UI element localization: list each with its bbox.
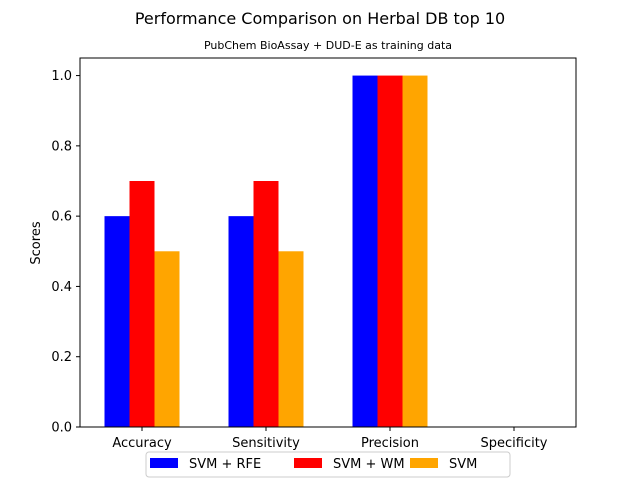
plot-area: 0.0 0.2 0.4 0.6 0.8 1.0 Accuracy Sensitivity Pre… bbox=[51, 57, 577, 451]
legend-swatch bbox=[150, 458, 178, 468]
bar bbox=[377, 75, 403, 428]
bar bbox=[104, 216, 130, 427]
y-tick-label: 0.2 bbox=[51, 350, 72, 365]
legend-swatch bbox=[410, 458, 438, 468]
bar bbox=[228, 216, 254, 427]
chart-subtitle: PubChem BioAssay + DUD-E as training dat… bbox=[204, 39, 452, 52]
legend-swatch bbox=[294, 458, 322, 468]
bar bbox=[154, 251, 180, 427]
legend-label: SVM bbox=[449, 457, 477, 472]
y-tick-label: 1.0 bbox=[51, 69, 72, 84]
x-tick-label: Accuracy bbox=[112, 436, 172, 451]
y-tick-label: 0.8 bbox=[51, 139, 72, 154]
x-tick-label: Precision bbox=[361, 436, 419, 451]
y-axis-label: Scores bbox=[29, 221, 44, 264]
chart-title: Performance Comparison on Herbal DB top … bbox=[135, 9, 505, 28]
y-tick-label: 0.6 bbox=[51, 210, 72, 225]
legend-label: SVM + WM bbox=[333, 457, 405, 472]
x-tick-label: Specificity bbox=[481, 436, 548, 451]
y-tick-label: 0.4 bbox=[51, 280, 72, 295]
bar bbox=[253, 181, 279, 427]
plot-frame bbox=[79, 57, 577, 428]
bar bbox=[352, 75, 378, 428]
legend-label: SVM + RFE bbox=[189, 457, 261, 472]
x-tick-label: Sensitivity bbox=[232, 436, 300, 451]
bar bbox=[402, 75, 428, 428]
bar bbox=[129, 181, 155, 427]
y-tick-label: 0.0 bbox=[51, 421, 72, 436]
legend: SVM + RFE SVM + WM SVM bbox=[145, 451, 511, 478]
bar bbox=[278, 251, 304, 427]
